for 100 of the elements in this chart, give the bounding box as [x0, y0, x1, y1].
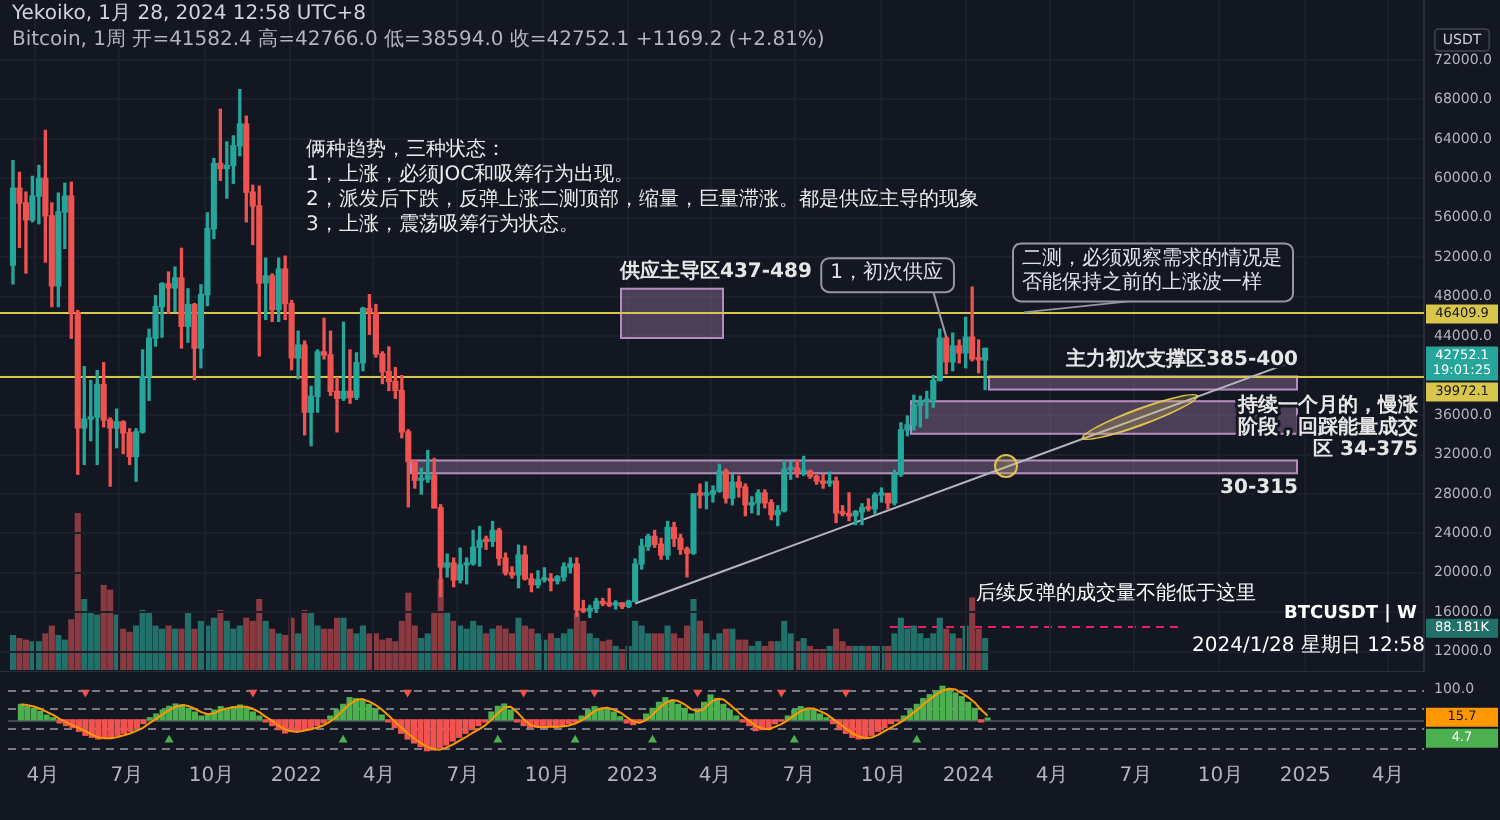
bar [61, 639, 68, 670]
bar [443, 719, 450, 746]
x-tick-label: 10月 [860, 765, 907, 788]
bar [874, 719, 882, 732]
bar [463, 628, 470, 670]
bar [295, 633, 302, 670]
bar [729, 628, 736, 670]
bar [366, 633, 373, 670]
bar [417, 719, 424, 748]
bar [733, 715, 740, 721]
bar [94, 614, 101, 670]
bar [982, 638, 989, 670]
bar [546, 719, 553, 727]
bar [567, 628, 574, 670]
bar [184, 613, 192, 670]
bar [385, 638, 392, 670]
bar [664, 625, 671, 670]
bar [378, 714, 385, 721]
bar [9, 634, 17, 670]
bar [30, 707, 37, 721]
bar [468, 719, 476, 731]
bar [372, 708, 379, 721]
bar [735, 639, 742, 670]
bar [495, 625, 503, 670]
bar [243, 707, 250, 721]
bar [833, 628, 840, 670]
bar [521, 625, 529, 670]
bar [359, 700, 366, 721]
bar [658, 633, 665, 670]
bar [444, 613, 451, 670]
bar [405, 592, 412, 670]
bar [308, 613, 315, 670]
bar [768, 641, 775, 670]
bar [554, 638, 561, 670]
bar [230, 628, 237, 670]
bar [37, 710, 44, 721]
bar [243, 617, 250, 670]
bar [307, 719, 314, 729]
bar [185, 707, 192, 721]
bar [236, 625, 243, 670]
x-tick-label: 4月 [698, 765, 732, 788]
bar [449, 719, 456, 742]
bar [681, 707, 688, 721]
bar [191, 711, 198, 721]
band-label: 主力初次支撑区385-400 [1064, 346, 1299, 371]
bar [48, 625, 55, 670]
bar [703, 633, 710, 670]
annotation: 1，初次供应 [830, 260, 943, 285]
x-tick-label: 4月 [26, 765, 60, 788]
bar [606, 639, 613, 670]
bar [683, 625, 691, 670]
bar [910, 625, 917, 670]
bar [340, 617, 347, 670]
x-tick-label: 2024 [942, 765, 994, 788]
x-tick-label: 7月 [110, 765, 144, 788]
bar [462, 719, 469, 734]
x-tick-label: 4月 [1035, 765, 1069, 788]
bar [965, 701, 972, 721]
bar [755, 641, 762, 670]
bar [599, 641, 606, 670]
x-tick-label: 10月 [188, 765, 235, 788]
bar [127, 719, 134, 732]
x-tick-label: 7月 [446, 765, 480, 788]
bar [939, 685, 946, 721]
bar [114, 719, 121, 736]
bar [198, 715, 205, 721]
bar [917, 633, 924, 670]
x-tick-label: 4月 [362, 765, 396, 788]
bar [418, 638, 425, 670]
bar [952, 692, 959, 721]
bar [55, 634, 62, 670]
bar [24, 705, 31, 721]
bar [515, 617, 522, 670]
bar [436, 719, 443, 749]
bar [424, 633, 431, 670]
bar [456, 719, 463, 738]
bar [887, 719, 894, 725]
bar [379, 639, 386, 670]
bar [722, 628, 729, 670]
bar [120, 628, 127, 670]
bar [508, 633, 516, 670]
bar [262, 620, 269, 670]
bar [269, 628, 276, 670]
bar [133, 719, 140, 729]
bar [365, 703, 372, 721]
bar [943, 628, 950, 670]
annotation: 2024/1/28 星期日 12:58 [1192, 633, 1425, 658]
x-tick-label: 7月 [1119, 765, 1153, 788]
bar [430, 719, 437, 751]
bar [158, 628, 166, 670]
bar [108, 719, 115, 738]
bar [353, 633, 360, 670]
bar [868, 719, 875, 736]
bar [881, 719, 888, 729]
bar [610, 711, 617, 721]
bar [294, 719, 302, 732]
x-tick-label: 2022 [270, 765, 322, 788]
bar [593, 638, 600, 670]
bar [638, 625, 645, 670]
bar [333, 617, 341, 670]
